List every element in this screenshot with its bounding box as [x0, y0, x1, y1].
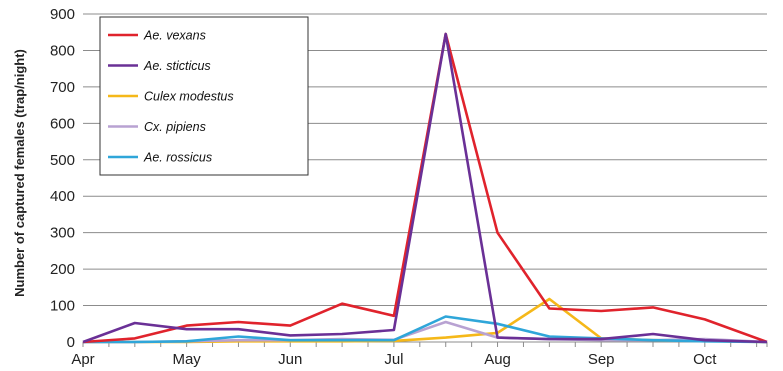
legend-label: Ae. vexans — [143, 29, 206, 43]
series-lines — [82, 32, 768, 344]
x-tick-label: Jul — [384, 351, 403, 368]
y-tick-label: 200 — [50, 261, 75, 278]
legend-label: Ae. rossicus — [143, 151, 212, 165]
y-axis-label: Number of captured females (trap/night) — [12, 49, 27, 297]
x-tick-label: Oct — [693, 351, 717, 368]
legend-label: Cx. pipiens — [144, 120, 206, 134]
x-tick-label: Jun — [278, 351, 302, 368]
y-tick-label: 0 — [67, 334, 75, 351]
x-tick-label: May — [172, 351, 201, 368]
x-tick-label: Aug — [484, 351, 511, 368]
y-tick-labels: 0 100 200 300 400 500 600 700 800 900 — [50, 6, 75, 351]
y-tick-label: 100 — [50, 298, 75, 315]
x-tick-labels: Apr May Jun Jul Aug Sep Oct — [71, 351, 717, 368]
y-tick-label: 700 — [50, 79, 75, 96]
y-tick-label: 300 — [50, 225, 75, 242]
y-tick-label: 400 — [50, 188, 75, 205]
x-tick-label: Sep — [588, 351, 615, 368]
series-line-ae-rossicus — [83, 315, 768, 344]
series-line-ae-sticticus — [82, 32, 768, 344]
y-tick-label: 600 — [50, 115, 75, 132]
legend-label: Ae. sticticus — [143, 59, 211, 73]
x-tick-label: Apr — [71, 351, 94, 368]
legend-label: Culex modestus — [144, 90, 234, 104]
y-tick-label: 800 — [50, 42, 75, 59]
y-tick-label: 500 — [50, 152, 75, 169]
legend: Ae. vexans Ae. sticticus Culex modestus Cx.… — [99, 16, 309, 176]
y-tick-label: 900 — [50, 6, 75, 23]
